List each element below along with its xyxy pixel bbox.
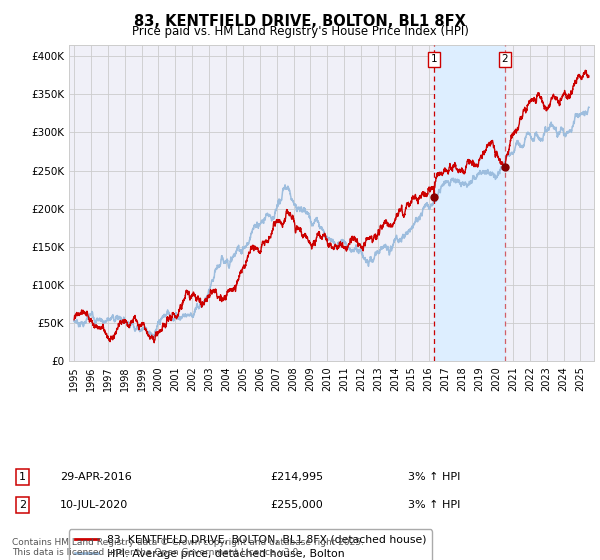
Text: 1: 1	[19, 472, 26, 482]
Legend: 83, KENTFIELD DRIVE, BOLTON, BL1 8FX (detached house), HPI: Average price, detac: 83, KENTFIELD DRIVE, BOLTON, BL1 8FX (de…	[69, 529, 432, 560]
Text: 3% ↑ HPI: 3% ↑ HPI	[408, 472, 460, 482]
Text: 2: 2	[19, 500, 26, 510]
Text: Price paid vs. HM Land Registry's House Price Index (HPI): Price paid vs. HM Land Registry's House …	[131, 25, 469, 38]
Text: £255,000: £255,000	[270, 500, 323, 510]
Text: 29-APR-2016: 29-APR-2016	[60, 472, 132, 482]
Text: 3% ↑ HPI: 3% ↑ HPI	[408, 500, 460, 510]
Text: Contains HM Land Registry data © Crown copyright and database right 2025.
This d: Contains HM Land Registry data © Crown c…	[12, 538, 364, 557]
Text: 2: 2	[502, 54, 508, 64]
Bar	[434, 45, 505, 361]
Text: 83, KENTFIELD DRIVE, BOLTON, BL1 8FX: 83, KENTFIELD DRIVE, BOLTON, BL1 8FX	[134, 14, 466, 29]
Text: 1: 1	[431, 54, 437, 64]
Text: £214,995: £214,995	[270, 472, 323, 482]
Text: 10-JUL-2020: 10-JUL-2020	[60, 500, 128, 510]
